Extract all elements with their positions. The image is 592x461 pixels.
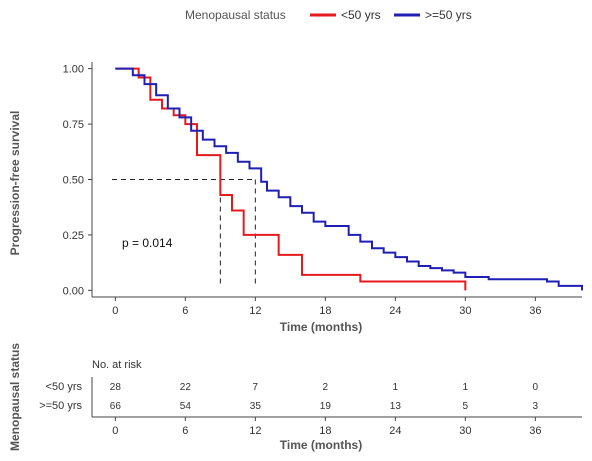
risk-table-ylabel: Menopausal status bbox=[8, 343, 22, 451]
x-tick-label: 6 bbox=[182, 305, 188, 317]
x-axis-label: Time (months) bbox=[280, 320, 362, 334]
risk-x-tick-label: 6 bbox=[182, 425, 188, 437]
x-tick-label: 36 bbox=[529, 305, 541, 317]
risk-x-tick-label: 36 bbox=[529, 425, 541, 437]
survival-curve-lt50 bbox=[115, 67, 467, 291]
legend-title: Menopausal status bbox=[185, 8, 286, 22]
risk-cell: 7 bbox=[253, 382, 259, 393]
risk-row-label-ge50: >=50 yrs bbox=[39, 400, 82, 412]
risk-x-ticks: 0 6 12 18 24 30 36 bbox=[112, 417, 541, 437]
risk-cell: 28 bbox=[110, 382, 122, 393]
y-tick-label: 0.25 bbox=[63, 230, 84, 242]
y-axis-label: Progression-free survival bbox=[8, 111, 22, 256]
survival-curve-ge50 bbox=[115, 67, 583, 291]
x-tick-label: 0 bbox=[112, 305, 118, 317]
legend-label-lt50: <50 yrs bbox=[341, 8, 381, 22]
risk-x-tick-label: 30 bbox=[459, 425, 471, 437]
risk-row-label-lt50: <50 yrs bbox=[46, 381, 83, 393]
risk-cell: 35 bbox=[250, 401, 262, 412]
x-tick-label: 18 bbox=[319, 305, 331, 317]
x-tick-label: 24 bbox=[389, 305, 401, 317]
risk-x-tick-label: 24 bbox=[389, 425, 401, 437]
risk-cell: 2 bbox=[323, 382, 329, 393]
median-lines bbox=[112, 179, 256, 287]
x-tick-label: 30 bbox=[459, 305, 471, 317]
x-ticks: 0 6 12 18 24 30 36 bbox=[112, 297, 541, 317]
risk-cell: 22 bbox=[180, 382, 192, 393]
y-ticks: 0.00 0.25 0.50 0.75 1.00 bbox=[63, 64, 92, 297]
x-tick-label: 12 bbox=[249, 305, 261, 317]
p-value-annotation: p = 0.014 bbox=[122, 236, 173, 250]
y-tick-label: 0.75 bbox=[63, 119, 84, 131]
risk-table-title: No. at risk bbox=[92, 359, 142, 371]
risk-x-tick-label: 12 bbox=[249, 425, 261, 437]
risk-cell: 66 bbox=[110, 401, 122, 412]
risk-cell: 5 bbox=[463, 401, 469, 412]
risk-x-tick-label: 18 bbox=[319, 425, 331, 437]
risk-x-axis-label: Time (months) bbox=[280, 438, 362, 452]
risk-cell: 1 bbox=[463, 382, 469, 393]
risk-cell: 54 bbox=[180, 401, 192, 412]
y-tick-label: 1.00 bbox=[63, 64, 84, 76]
risk-x-tick-label: 0 bbox=[112, 425, 118, 437]
legend-label-ge50: >=50 yrs bbox=[425, 8, 472, 22]
risk-cell: 13 bbox=[390, 401, 402, 412]
risk-cells: 28 22 7 2 1 1 0 66 54 35 19 13 5 3 bbox=[110, 382, 539, 412]
y-tick-label: 0.50 bbox=[63, 175, 84, 187]
risk-cell: 3 bbox=[533, 401, 539, 412]
risk-cell: 19 bbox=[320, 401, 332, 412]
legend: Menopausal status <50 yrs >=50 yrs bbox=[185, 8, 472, 22]
risk-cell: 1 bbox=[393, 382, 399, 393]
survival-curves bbox=[115, 67, 583, 291]
risk-cell: 0 bbox=[533, 382, 539, 393]
y-tick-label: 0.00 bbox=[63, 285, 84, 297]
